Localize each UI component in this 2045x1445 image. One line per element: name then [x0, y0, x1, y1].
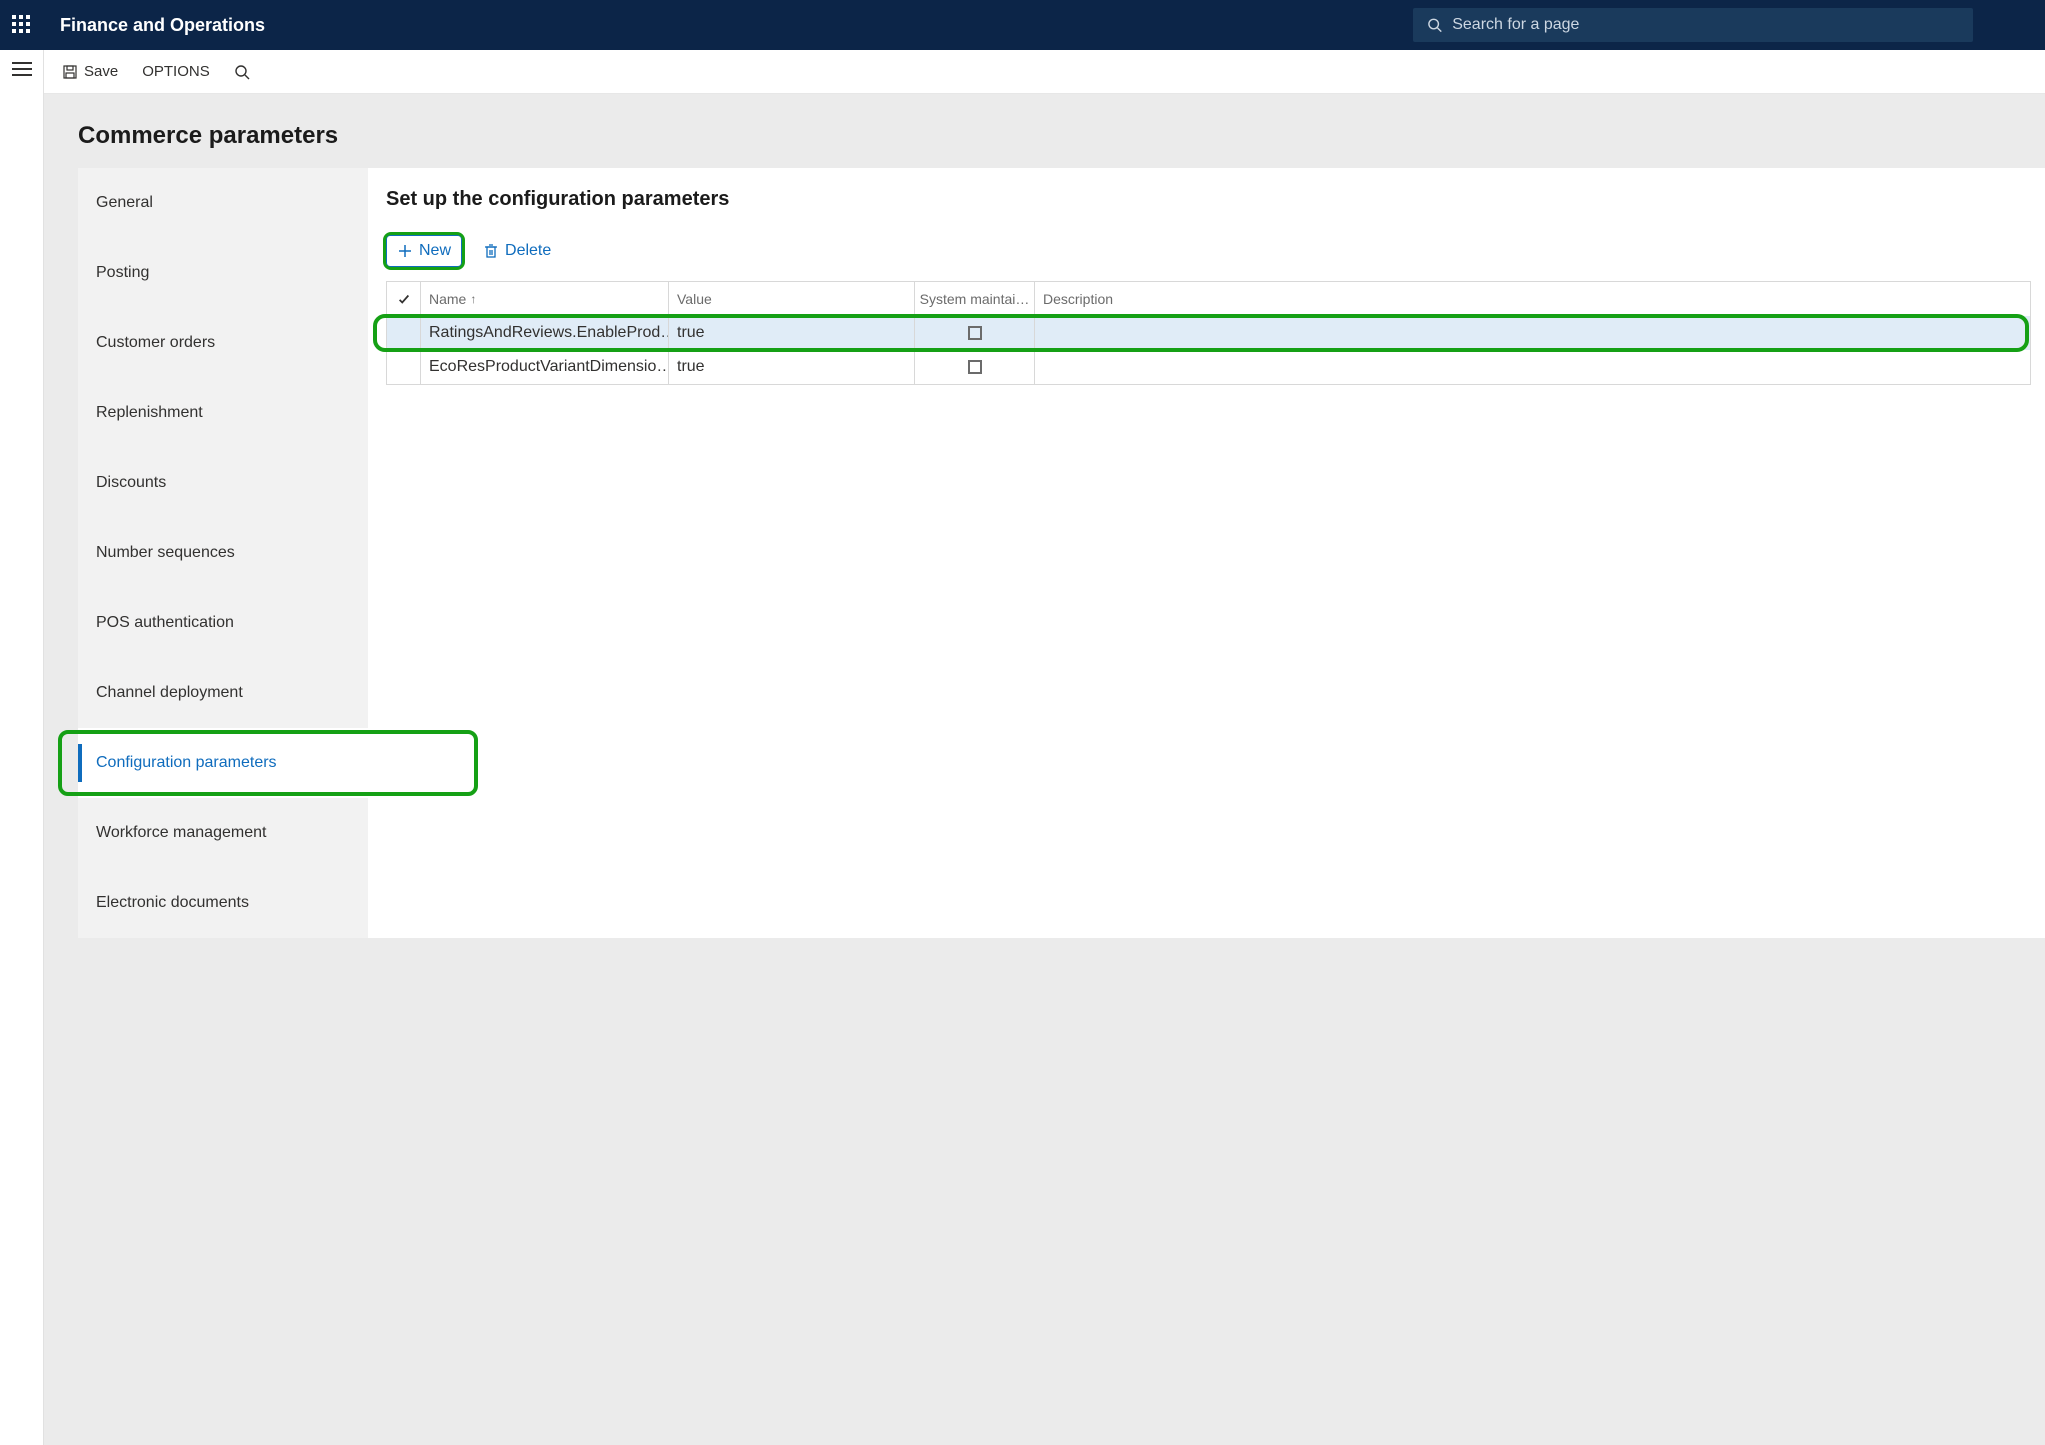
action-bar: Save OPTIONS: [44, 50, 2045, 94]
sidebar-item-discounts[interactable]: Discounts: [78, 448, 368, 518]
sidebar-item-label: Electronic documents: [96, 894, 249, 912]
sidebar-item-label: POS authentication: [96, 614, 234, 632]
save-button[interactable]: Save: [62, 63, 118, 80]
sidebar-item-label: Number sequences: [96, 544, 235, 562]
sidebar-item-customer-orders[interactable]: Customer orders: [78, 308, 368, 378]
sidebar-item-label: Channel deployment: [96, 684, 243, 702]
column-value-label: Value: [677, 291, 712, 307]
sidebar-item-configuration-parameters[interactable]: Configuration parameters: [78, 728, 368, 798]
sidebar-item-channel-deployment[interactable]: Channel deployment: [78, 658, 368, 728]
search-box[interactable]: [1413, 8, 1973, 42]
sort-asc-icon: ↑: [470, 292, 476, 306]
cell-value[interactable]: true: [669, 350, 915, 384]
cell-name[interactable]: RatingsAndReviews.EnableProd…: [421, 316, 669, 350]
cell-value[interactable]: true: [669, 316, 915, 350]
column-description-label: Description: [1043, 291, 1113, 307]
panel-title: Set up the configuration parameters: [386, 188, 2045, 211]
app-title: Finance and Operations: [60, 15, 265, 36]
side-tabs: General Posting Customer orders Replenishme…: [78, 168, 368, 938]
table-row[interactable]: EcoResProductVariantDimensio…true: [387, 350, 2031, 384]
cell-description[interactable]: [1035, 350, 2031, 384]
row-select[interactable]: [387, 316, 421, 350]
sidebar-item-workforce-management[interactable]: Workforce management: [78, 798, 368, 868]
column-system-label: System maintai…: [920, 291, 1030, 307]
cell-name[interactable]: EcoResProductVariantDimensio…: [421, 350, 669, 384]
left-rail: [0, 50, 44, 1445]
new-label: New: [419, 242, 451, 260]
sidebar-item-label: Configuration parameters: [96, 754, 277, 772]
delete-label: Delete: [505, 242, 551, 260]
column-name[interactable]: Name ↑: [421, 282, 669, 316]
row-select[interactable]: [387, 350, 421, 384]
column-value[interactable]: Value: [669, 282, 915, 316]
search-input[interactable]: [1452, 16, 1959, 34]
sidebar-item-pos-authentication[interactable]: POS authentication: [78, 588, 368, 658]
search-icon: [234, 64, 250, 80]
sidebar-item-label: Customer orders: [96, 334, 215, 352]
check-icon: [397, 292, 411, 306]
config-panel: Set up the configuration parameters New …: [368, 168, 2045, 938]
delete-button[interactable]: Delete: [472, 235, 562, 267]
app-launcher-icon[interactable]: [12, 15, 32, 35]
options-label: OPTIONS: [142, 63, 210, 80]
column-select[interactable]: [387, 282, 421, 316]
sidebar-item-label: Replenishment: [96, 404, 203, 422]
save-icon: [62, 64, 78, 80]
sidebar-item-label: General: [96, 194, 153, 212]
new-button[interactable]: New: [386, 235, 462, 267]
column-description[interactable]: Description: [1035, 282, 2031, 316]
sidebar-item-replenishment[interactable]: Replenishment: [78, 378, 368, 448]
checkbox-icon: [968, 326, 982, 340]
plus-icon: [397, 243, 413, 259]
cell-system[interactable]: [915, 350, 1035, 384]
sidebar-item-label: Discounts: [96, 474, 166, 492]
hamburger-icon[interactable]: [12, 62, 32, 76]
save-label: Save: [84, 63, 118, 80]
panel-toolbar: New Delete: [386, 235, 2045, 267]
checkbox-icon: [968, 360, 982, 374]
sidebar-item-label: Workforce management: [96, 824, 266, 842]
options-button[interactable]: OPTIONS: [142, 63, 210, 80]
config-grid: Name ↑ Value System maintai… Description: [386, 281, 2031, 385]
sidebar-item-general[interactable]: General: [78, 168, 368, 238]
sidebar-item-number-sequences[interactable]: Number sequences: [78, 518, 368, 588]
search-icon: [1427, 17, 1442, 33]
topbar: Finance and Operations: [0, 0, 2045, 50]
sidebar-item-label: Posting: [96, 264, 149, 282]
column-system[interactable]: System maintai…: [915, 282, 1035, 316]
column-name-label: Name: [429, 291, 466, 307]
grid-header: Name ↑ Value System maintai… Description: [387, 282, 2031, 316]
sidebar-item-electronic-documents[interactable]: Electronic documents: [78, 868, 368, 938]
table-row[interactable]: RatingsAndReviews.EnableProd…true: [387, 316, 2031, 350]
page-title: Commerce parameters: [44, 94, 2045, 168]
trash-icon: [483, 243, 499, 259]
sidebar-item-posting[interactable]: Posting: [78, 238, 368, 308]
cell-description[interactable]: [1035, 316, 2031, 350]
cell-system[interactable]: [915, 316, 1035, 350]
action-search-button[interactable]: [234, 64, 250, 80]
